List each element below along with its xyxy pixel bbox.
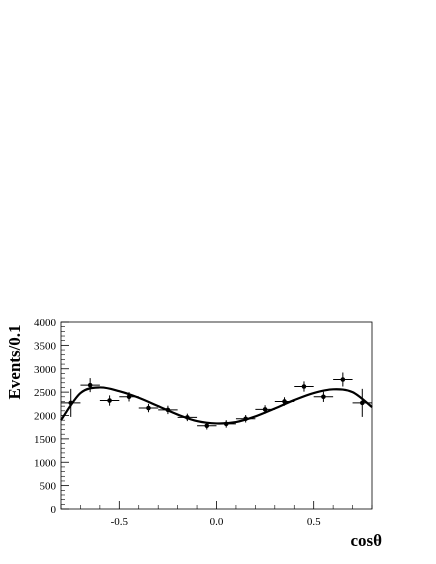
point-marker [87,382,93,388]
data-point [313,391,334,402]
data-point [80,378,100,393]
point-marker [340,377,346,382]
y-tick-label: 3000 [34,364,57,376]
axes: 0 500 1000 1500 2000 2500 3000 3500 4000 -0.5 0.0 0… [34,317,373,528]
data-point [352,388,372,417]
point-marker [243,416,248,422]
data-point [177,413,198,422]
point-marker [185,415,190,420]
x-tick-label: -0.5 [111,516,129,528]
x-tick-label: 0.5 [307,516,321,528]
data-point [235,415,256,423]
data-point [138,403,159,413]
point-marker [223,421,229,427]
point-marker [359,400,365,406]
y-tick-label: 0 [51,504,57,516]
fit-curve-layer [60,386,373,425]
data-point [99,395,120,406]
data-point [333,372,353,387]
data-point [197,422,217,430]
data-points-layer [61,372,372,430]
y-tick-label: 2000 [34,411,57,423]
point-marker [126,394,132,400]
y-tick-label: 500 [40,481,57,493]
data-point [158,405,178,415]
point-marker [68,400,74,406]
y-tick-label: 4000 [34,317,57,329]
x-axis-title: cosθ [350,531,382,550]
point-marker [321,394,326,400]
data-point [61,388,81,417]
point-marker [301,384,307,389]
y-tick-label: 1500 [34,434,57,446]
x-tick-label: 0.0 [210,516,224,528]
data-point [294,381,314,392]
point-marker [204,423,210,429]
y-axis-title: Events/0.1 [5,324,24,399]
point-marker [107,398,112,403]
y-tick-label: 2500 [34,387,57,399]
point-marker [146,405,151,411]
data-point [216,420,236,428]
data-point [274,397,295,406]
fit-curve [60,386,373,425]
data-point [119,392,139,402]
point-marker [165,407,171,413]
data-point [255,405,275,414]
point-marker [282,399,287,404]
plot-frame [60,321,373,510]
y-tick-label: 3500 [34,340,57,352]
point-marker [262,407,268,412]
y-tick-label: 1000 [34,457,57,469]
